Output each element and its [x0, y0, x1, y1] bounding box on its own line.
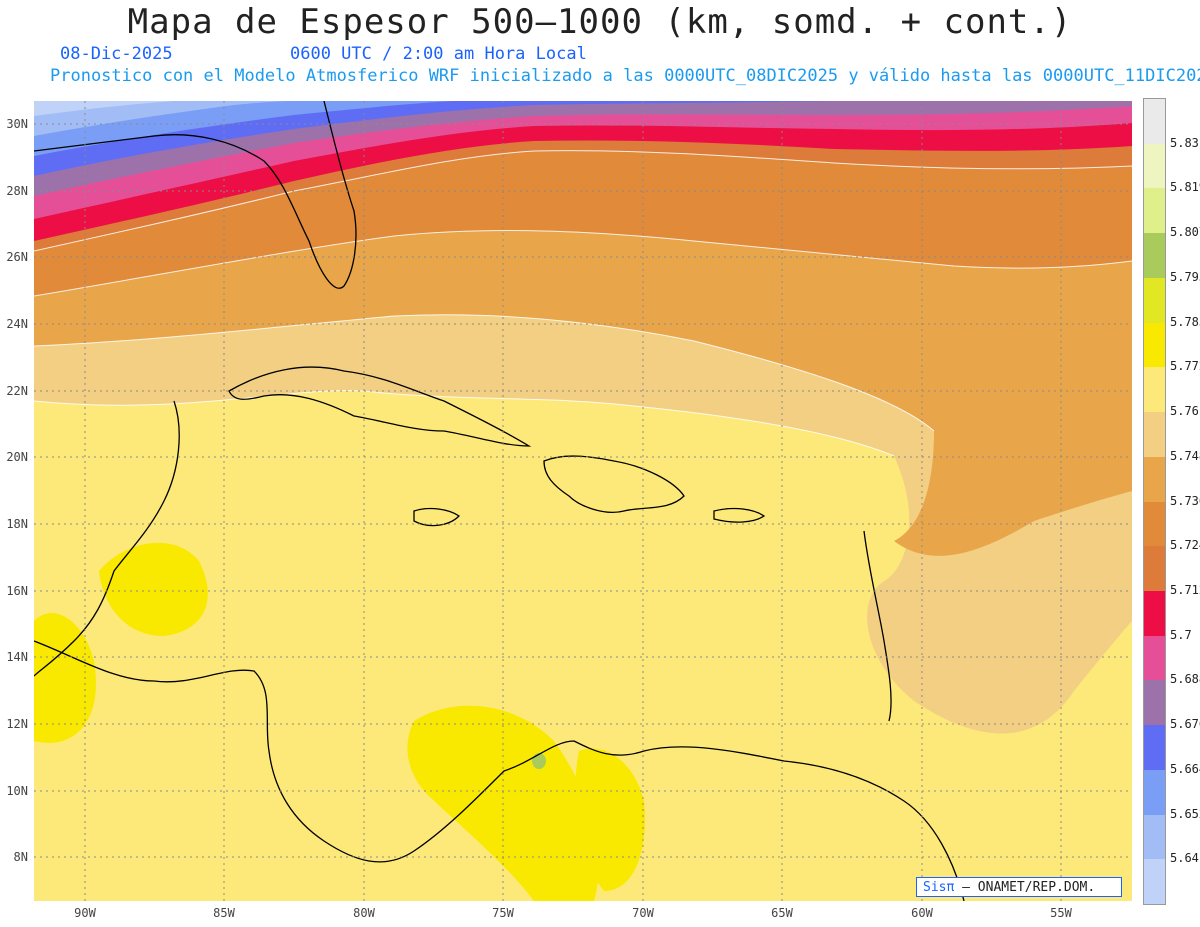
central-south-america-coast	[34, 640, 965, 901]
lon-label: 85W	[213, 906, 235, 920]
lat-label: 16N	[6, 584, 28, 598]
lon-label: 55W	[1050, 906, 1072, 920]
lon-label: 75W	[492, 906, 514, 920]
lat-label: 24N	[6, 317, 28, 331]
legend-swatch	[1144, 99, 1165, 145]
band-5-628	[34, 101, 174, 116]
legend-label: 5.795	[1170, 269, 1200, 284]
coastlines	[34, 101, 965, 901]
legend-label: 5.819	[1170, 180, 1200, 195]
lesser-antilles	[863, 530, 892, 722]
legend-label: 5.807	[1170, 225, 1200, 240]
jamaica	[413, 507, 461, 527]
lon-label: 65W	[771, 906, 793, 920]
gridlines	[34, 101, 1132, 901]
legend-label: 5.664	[1170, 761, 1200, 776]
legend-swatch	[1144, 635, 1165, 681]
lat-label: 18N	[6, 517, 28, 531]
credit-brand: Sisπ	[923, 880, 955, 895]
legend-swatch	[1144, 590, 1165, 637]
legend-swatch	[1144, 859, 1165, 905]
legend-label: 5.712	[1170, 582, 1200, 597]
legend-swatch	[1144, 501, 1165, 547]
legend-swatch	[1144, 188, 1165, 234]
legend-label: 5.748	[1170, 448, 1200, 463]
warm-patch-pacific	[34, 613, 96, 743]
legend-swatch	[1144, 680, 1165, 726]
lat-label: 22N	[6, 384, 28, 398]
legend-label: 5.724	[1170, 538, 1200, 553]
puerto-rico	[713, 507, 766, 523]
legend-label: 5.831	[1170, 135, 1200, 150]
legend-label: 5.772	[1170, 359, 1200, 374]
warm-patch-maracaibo	[575, 748, 645, 891]
legend-swatch	[1144, 367, 1165, 413]
yucatan-coast	[34, 400, 180, 677]
lat-label: 12N	[6, 717, 28, 731]
legend-swatch	[1144, 769, 1165, 816]
legend-swatch	[1144, 143, 1165, 189]
legend-swatch	[1144, 412, 1165, 458]
legend-label: 5.652	[1170, 806, 1200, 821]
credit-box: Sisπ – ONAMET/REP.DOM.	[916, 877, 1122, 897]
lat-label: 14N	[6, 650, 28, 664]
contour-lines	[34, 150, 1132, 457]
chart-title: Mapa de Espesor 500—1000 (km, somd. + co…	[127, 2, 1073, 42]
legend-swatch	[1144, 546, 1165, 592]
forecast-date: 08-Dic-2025	[60, 44, 173, 64]
thickness-map	[34, 101, 1132, 901]
lon-label: 60W	[911, 906, 933, 920]
lat-label: 30N	[6, 117, 28, 131]
lat-label: 28N	[6, 184, 28, 198]
warm-core	[532, 753, 546, 769]
legend-label: 5.736	[1170, 493, 1200, 508]
lat-label: 20N	[6, 450, 28, 464]
legend-swatch	[1144, 814, 1165, 860]
lon-label: 70W	[632, 906, 654, 920]
legend-label: 5.783	[1170, 314, 1200, 329]
lat-label: 8N	[13, 850, 28, 864]
map-canvas	[34, 101, 1132, 901]
lon-label: 90W	[74, 906, 96, 920]
legend-label: 5.64	[1170, 851, 1199, 866]
legend-swatch	[1144, 725, 1165, 771]
color-legend	[1143, 98, 1166, 905]
legend-swatch	[1144, 456, 1165, 502]
band-5-64	[34, 101, 294, 136]
hispaniola	[543, 455, 685, 513]
cuba	[228, 366, 532, 447]
lon-label: 80W	[353, 906, 375, 920]
legend-label: 5.676	[1170, 717, 1200, 732]
lat-label: 26N	[6, 250, 28, 264]
legend-label: 5.76	[1170, 404, 1199, 419]
legend-swatch	[1144, 322, 1165, 368]
forecast-time: 0600 UTC / 2:00 am Hora Local	[290, 44, 587, 64]
warm-patch-honduras	[99, 542, 208, 636]
lat-label: 10N	[6, 784, 28, 798]
credit-text: – ONAMET/REP.DOM.	[954, 880, 1096, 895]
forecast-note: Pronostico con el Modelo Atmosferico WRF…	[50, 66, 1200, 86]
legend-swatch	[1144, 233, 1165, 279]
legend-label: 5.7	[1170, 627, 1192, 642]
legend-swatch	[1144, 277, 1165, 324]
legend-label: 5.688	[1170, 672, 1200, 687]
florida-gulf-coast	[34, 101, 357, 289]
